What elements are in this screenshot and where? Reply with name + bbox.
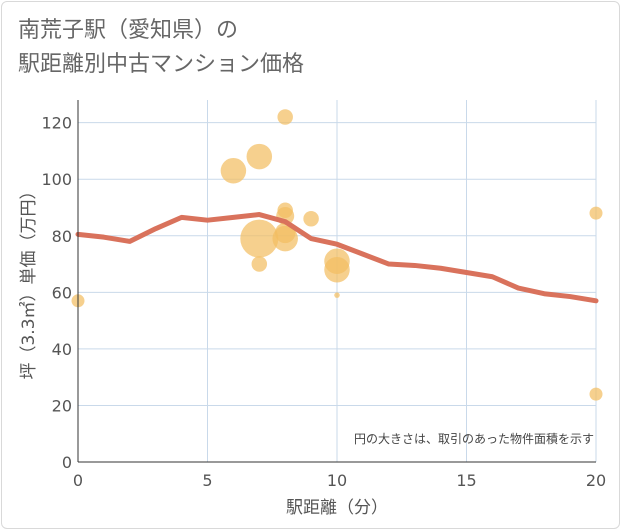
data-bubble [589, 206, 603, 220]
data-bubble [589, 387, 603, 401]
data-bubble [246, 143, 273, 170]
x-axis-title: 駅距離（分） [286, 498, 388, 518]
average-line-series [75, 212, 599, 304]
x-tick-label: 10 [327, 471, 347, 490]
average-price-line [75, 212, 599, 304]
x-tick-label: 20 [586, 471, 606, 490]
y-tick-label: 20 [52, 396, 72, 415]
data-bubble [303, 211, 319, 227]
grid-lines [78, 100, 597, 462]
x-tick-label: 0 [73, 471, 83, 490]
chart-title-line-2: 駅距離別中古マンション価格 [18, 52, 305, 77]
chart-title: 南荒子駅（愛知県）の 駅距離別中古マンション価格 [18, 14, 304, 82]
chart-title-line-1: 南荒子駅（愛知県）の [18, 18, 239, 43]
data-bubble [324, 256, 350, 283]
y-tick-label: 60 [52, 283, 72, 302]
data-bubble [334, 292, 340, 298]
data-bubble [251, 256, 268, 272]
data-bubble [220, 157, 247, 184]
bubble-series [71, 109, 603, 401]
data-bubble [272, 225, 298, 252]
y-tick-label: 100 [41, 170, 72, 189]
axes [77, 100, 596, 463]
x-tick-label: 15 [456, 471, 476, 490]
x-tick-label: 5 [202, 471, 212, 490]
y-tick-label: 120 [41, 114, 72, 133]
tick-labels: 0 20 40 60 80 100 120 0 5 10 15 20 [41, 114, 606, 490]
bubble-size-note: 円の大きさは、取引のあった物件面積を示す [354, 431, 594, 446]
y-tick-label: 0 [62, 453, 72, 472]
data-bubble [277, 109, 293, 125]
y-tick-label: 80 [52, 227, 72, 246]
data-bubble [240, 219, 279, 258]
y-tick-label: 40 [52, 340, 72, 359]
y-axis-title: 坪（3.3㎡）単価（万円） [19, 182, 39, 379]
